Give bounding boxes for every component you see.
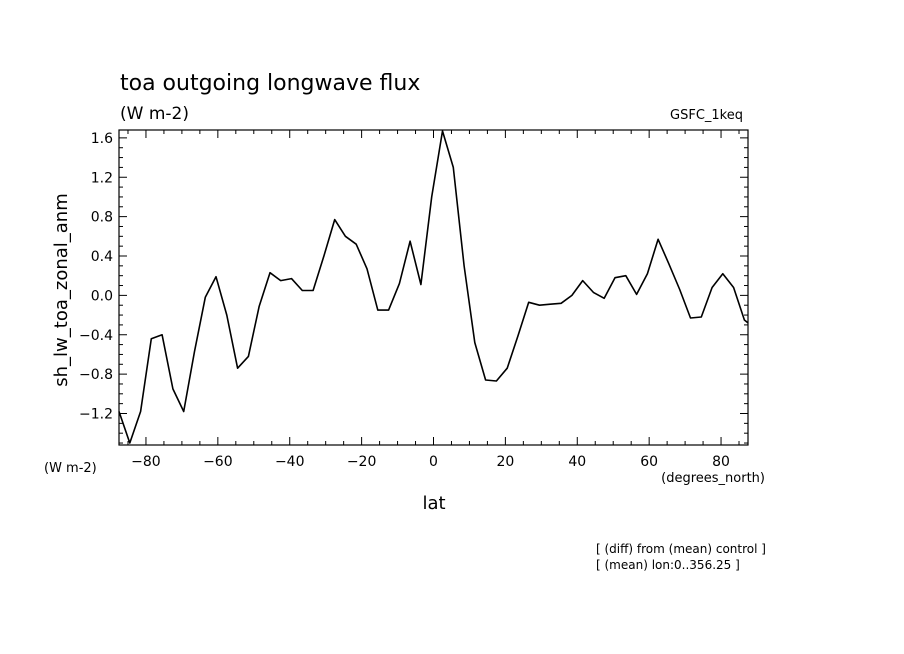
x-tick-label: 60: [640, 454, 658, 470]
x-tick-label: −60: [203, 454, 233, 470]
y-tick-label: −0.8: [79, 367, 113, 383]
y-tick-label: −0.4: [79, 328, 113, 344]
footnote-lon: [ (mean) lon:0..356.25 ]: [596, 558, 740, 572]
y-tick-label: 0.8: [91, 210, 113, 226]
chart-title: toa outgoing longwave flux: [120, 71, 420, 96]
series-line: [118, 130, 749, 444]
y-tick-label: 1.6: [91, 131, 113, 147]
x-tick-label: 40: [568, 454, 586, 470]
units-label: (W m-2): [120, 104, 189, 124]
x-axis-ticks: [127, 130, 740, 445]
x-tick-label: 80: [712, 454, 730, 470]
x-units-label: (degrees_north): [661, 471, 765, 486]
y-tick-label: 1.2: [91, 170, 113, 186]
x-axis-tick-labels: −80 −60 −40 −20 0 20 40 60 80: [131, 454, 730, 470]
y-tick-label: 0.4: [91, 249, 113, 265]
model-label: GSFC_1keq: [670, 108, 743, 123]
y-tick-label: −1.2: [79, 407, 113, 423]
x-tick-label: −40: [275, 454, 305, 470]
plot-frame: [118, 129, 749, 446]
x-tick-label: 0: [429, 454, 438, 470]
y-axis-tick-labels: −1.2 −0.8 −0.4 0.0 0.4 0.8 1.2 1.6: [79, 131, 113, 423]
x-axis-label: lat: [422, 493, 445, 514]
x-tick-label: 20: [496, 454, 514, 470]
y-axis-label: sh_lw_toa_zonal_anm: [51, 193, 72, 386]
x-tick-label: −80: [131, 454, 161, 470]
y-axis-ticks: [119, 137, 748, 444]
y-tick-label: 0.0: [91, 288, 113, 304]
y-units-label: (W m-2): [44, 461, 97, 476]
footnote-diff: [ (diff) from (mean) control ]: [596, 542, 766, 556]
x-tick-label: −20: [347, 454, 377, 470]
